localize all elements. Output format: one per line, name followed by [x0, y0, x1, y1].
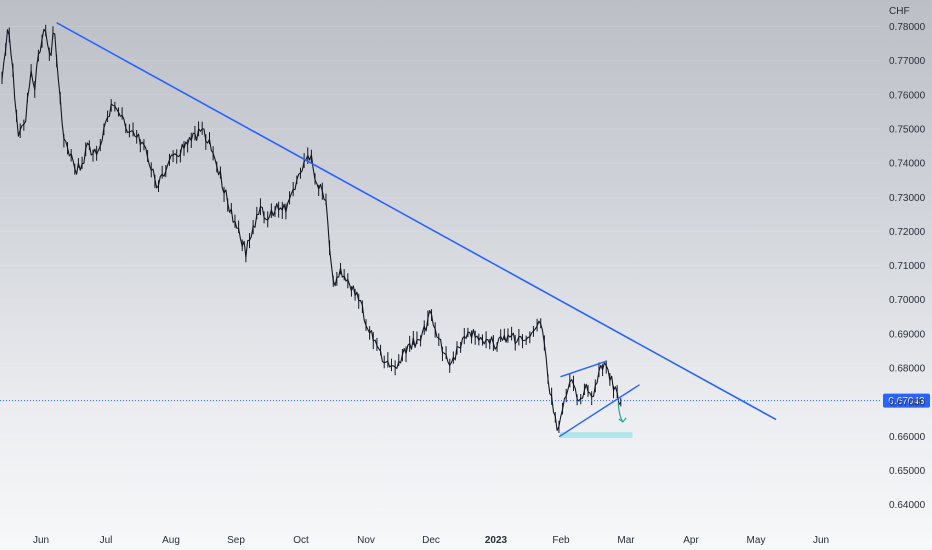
x-tick-label: Dec [422, 535, 440, 546]
y-tick-label: 0.70000 [889, 295, 926, 306]
descending-trendline[interactable] [56, 22, 777, 421]
current-price-label: 0.67043 [888, 396, 925, 407]
x-tick-label: Aug [162, 535, 180, 546]
y-tick-label: 0.76000 [889, 90, 926, 101]
x-tick-label: Sep [227, 535, 245, 546]
y-tick-label: 0.71000 [889, 261, 926, 272]
x-tick-label: Oct [293, 535, 309, 546]
y-tick-label: 0.69000 [889, 329, 926, 340]
price-series [1, 24, 622, 433]
support-zone[interactable] [559, 432, 633, 439]
x-tick-label: 2023 [485, 535, 508, 546]
x-tick-label: Jun [33, 535, 49, 546]
y-tick-label: 0.72000 [889, 227, 926, 238]
y-axis-unit: CHF [889, 6, 910, 17]
x-tick-label: Jun [813, 535, 829, 546]
y-tick-label: 0.78000 [889, 22, 926, 33]
x-tick-label: Apr [683, 535, 699, 546]
y-tick-label: 0.68000 [889, 364, 926, 375]
current-price-badge [883, 393, 930, 408]
y-tick-label: 0.77000 [889, 56, 926, 67]
y-tick-label: 0.67000 [889, 398, 926, 409]
y-tick-label: 0.65000 [889, 466, 926, 477]
x-tick-label: Mar [617, 535, 635, 546]
current-price-marker: 0.67043 [0, 393, 930, 408]
gridlines [0, 26, 880, 506]
x-tick-label: May [747, 535, 766, 546]
x-tick-label: Feb [552, 535, 570, 546]
y-tick-label: 0.66000 [889, 432, 926, 443]
x-tick-label: Jul [100, 535, 113, 546]
arrow-head-icon [618, 417, 627, 423]
y-axis[interactable]: CHF 0.78000 0.77000 0.76000 0.75000 0.74000 0… [889, 6, 926, 511]
y-tick-label: 0.75000 [889, 124, 926, 135]
wedge-lower-line[interactable] [559, 384, 640, 437]
y-tick-label: 0.73000 [889, 193, 926, 204]
y-tick-label: 0.74000 [889, 159, 926, 170]
drawings [56, 22, 777, 439]
y-tick-label: 0.64000 [889, 500, 926, 511]
x-tick-label: Nov [357, 535, 375, 546]
price-line [1, 28, 622, 431]
x-axis[interactable]: Jun Jul Aug Sep Oct Nov Dec 2023 Feb Mar Apr May Jun [33, 535, 829, 546]
wedge-upper-line[interactable] [560, 360, 608, 378]
